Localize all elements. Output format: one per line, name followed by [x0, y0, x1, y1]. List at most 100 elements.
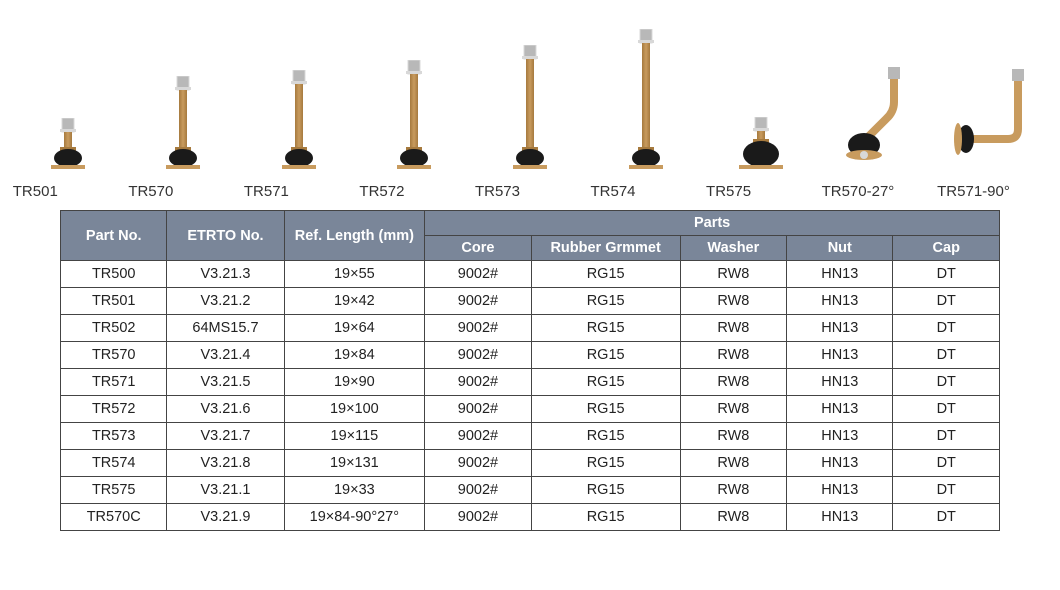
table-cell: V3.21.8 [167, 450, 284, 477]
table-cell: HN13 [787, 423, 893, 450]
table-cell: TR501 [61, 288, 167, 315]
table-cell: 19×90 [284, 369, 425, 396]
table-cell: HN13 [787, 396, 893, 423]
table-row: TR501V3.21.219×429002#RG15RW8HN13DT [61, 288, 1000, 315]
valve-icon [952, 22, 1032, 177]
table-cell: 9002# [425, 450, 531, 477]
valve-icon [500, 22, 560, 177]
table-row: TR50264MS15.719×649002#RG15RW8HN13DT [61, 315, 1000, 342]
valve-icon [269, 22, 329, 177]
table-cell: RW8 [680, 342, 786, 369]
table-cell: V3.21.3 [167, 261, 284, 288]
table-row: TR573V3.21.719×1159002#RG15RW8HN13DT [61, 423, 1000, 450]
table-cell: TR502 [61, 315, 167, 342]
product-item: TR571-90° [937, 22, 1047, 200]
th-parts: Parts [425, 211, 1000, 236]
table-cell: 9002# [425, 504, 531, 531]
valve-icon [384, 22, 444, 177]
table-cell: HN13 [787, 315, 893, 342]
table-cell: V3.21.9 [167, 504, 284, 531]
table-cell: RW8 [680, 396, 786, 423]
table-cell: DT [893, 504, 1000, 531]
table-cell: DT [893, 315, 1000, 342]
table-cell: DT [893, 396, 1000, 423]
table-cell: TR575 [61, 477, 167, 504]
table-cell: TR572 [61, 396, 167, 423]
table-cell: RW8 [680, 315, 786, 342]
table-cell: 64MS15.7 [167, 315, 284, 342]
table-cell: RG15 [531, 423, 680, 450]
table-cell: V3.21.6 [167, 396, 284, 423]
table-cell: RW8 [680, 261, 786, 288]
table-row: TR571V3.21.519×909002#RG15RW8HN13DT [61, 369, 1000, 396]
table-cell: DT [893, 423, 1000, 450]
table-cell: TR571 [61, 369, 167, 396]
table-cell: 9002# [425, 477, 531, 504]
th-core: Core [425, 236, 531, 261]
product-item: TR570-27° [822, 22, 932, 200]
product-item: TR570 [128, 22, 238, 200]
table-row: TR572V3.21.619×1009002#RG15RW8HN13DT [61, 396, 1000, 423]
table-cell: RW8 [680, 477, 786, 504]
table-cell: HN13 [787, 342, 893, 369]
table-cell: RG15 [531, 450, 680, 477]
th-reflen: Ref. Length (mm) [284, 211, 425, 261]
product-item: TR575 [706, 22, 816, 200]
table-cell: RW8 [680, 423, 786, 450]
product-label: TR570 [128, 183, 173, 200]
valve-icon [616, 22, 676, 177]
table-cell: RW8 [680, 369, 786, 396]
table-cell: 19×115 [284, 423, 425, 450]
table-cell: DT [893, 369, 1000, 396]
table-cell: V3.21.7 [167, 423, 284, 450]
table-cell: DT [893, 342, 1000, 369]
table-cell: 19×64 [284, 315, 425, 342]
table-cell: 19×84 [284, 342, 425, 369]
th-nut: Nut [787, 236, 893, 261]
table-cell: V3.21.4 [167, 342, 284, 369]
table-body: TR500V3.21.319×559002#RG15RW8HN13DTTR501… [61, 261, 1000, 531]
table-row: TR574V3.21.819×1319002#RG15RW8HN13DT [61, 450, 1000, 477]
product-label: TR573 [475, 183, 520, 200]
table-cell: RG15 [531, 369, 680, 396]
product-item: TR574 [591, 22, 701, 200]
table-cell: 19×84-90°27° [284, 504, 425, 531]
table-cell: RG15 [531, 342, 680, 369]
table-cell: RG15 [531, 288, 680, 315]
table-cell: RG15 [531, 477, 680, 504]
table-cell: V3.21.5 [167, 369, 284, 396]
product-item: TR572 [359, 22, 469, 200]
table-cell: RG15 [531, 396, 680, 423]
table-cell: RG15 [531, 261, 680, 288]
product-item: TR571 [244, 22, 354, 200]
table-cell: DT [893, 288, 1000, 315]
table-cell: 9002# [425, 369, 531, 396]
valve-icon [38, 22, 98, 177]
table-cell: TR500 [61, 261, 167, 288]
product-label: TR571-90° [937, 183, 1010, 200]
table-cell: TR570C [61, 504, 167, 531]
product-item: TR573 [475, 22, 585, 200]
product-label: TR570-27° [822, 183, 895, 200]
table-cell: HN13 [787, 369, 893, 396]
table-row: TR575V3.21.119×339002#RG15RW8HN13DT [61, 477, 1000, 504]
products-row: TR501 TR570 TR571 TR572 TR573 TR574 TR57… [0, 0, 1060, 200]
product-label: TR575 [706, 183, 751, 200]
table-cell: 9002# [425, 342, 531, 369]
table-cell: HN13 [787, 477, 893, 504]
th-etrto: ETRTO No. [167, 211, 284, 261]
table-cell: TR574 [61, 450, 167, 477]
table-row: TR570V3.21.419×849002#RG15RW8HN13DT [61, 342, 1000, 369]
parts-table-container: Part No. ETRTO No. Ref. Length (mm) Part… [0, 200, 1060, 531]
th-rubber: Rubber Grmmet [531, 236, 680, 261]
table-cell: TR570 [61, 342, 167, 369]
table-cell: HN13 [787, 450, 893, 477]
table-cell: TR573 [61, 423, 167, 450]
product-item: TR501 [13, 22, 123, 200]
table-cell: 19×131 [284, 450, 425, 477]
product-label: TR501 [13, 183, 58, 200]
valve-icon [153, 22, 213, 177]
table-cell: V3.21.2 [167, 288, 284, 315]
table-cell: RW8 [680, 288, 786, 315]
table-cell: HN13 [787, 261, 893, 288]
